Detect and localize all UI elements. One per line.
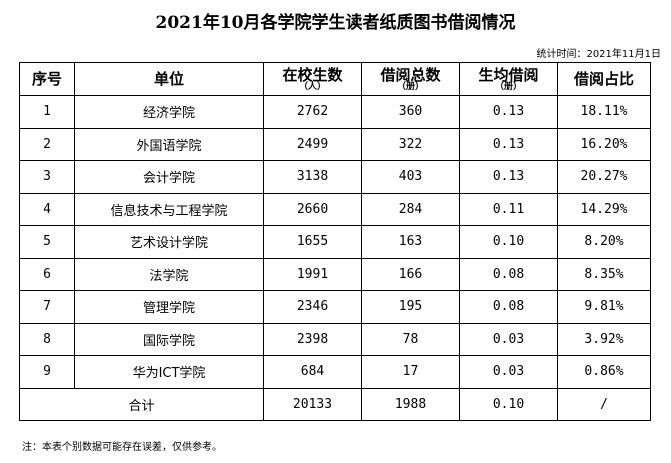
stat-time: 统计时间：2021年11月1日 [536, 49, 661, 60]
header-cell: 在校生数 （人） [263, 62, 362, 96]
table-row: 8 国际学院 2398 78 0.03 3.92% [19, 322, 651, 356]
row-share: 16.20% [557, 127, 651, 161]
row-unit: 信息技术与工程学院 [74, 192, 264, 226]
row-share: 18.11% [557, 95, 651, 129]
row-index: 1 [19, 95, 75, 129]
header-borrowed: 借阅总数 [380, 65, 441, 84]
row-index: 2 [19, 127, 75, 161]
row-per-capita: 0.13 [459, 95, 558, 129]
row-students: 2660 [263, 192, 362, 226]
row-per-capita: 0.03 [459, 322, 558, 356]
table-row: 5 艺术设计学院 1655 163 0.10 8.20% [19, 225, 651, 259]
row-share: 0.86% [557, 355, 651, 389]
header-students-unit: （人） [298, 81, 326, 92]
header-unit: 单位 [153, 70, 184, 88]
header-cell: 序号 [19, 62, 75, 96]
table-row: 9 华为ICT学院 684 17 0.03 0.86% [19, 355, 651, 389]
row-index: 5 [19, 225, 75, 259]
row-students: 2346 [263, 290, 362, 324]
row-per-capita: 0.10 [459, 225, 558, 259]
row-share: 9.81% [557, 290, 651, 324]
row-students: 2398 [263, 322, 362, 356]
table-header-row: 序号 单位 在校生数 （人） 借阅总数 （册） 生均借阅 （册） 借阅占比 [19, 62, 651, 96]
row-students: 3138 [263, 160, 362, 194]
row-unit: 华为ICT学院 [74, 355, 264, 389]
row-borrowed: 360 [361, 95, 460, 129]
row-share: 3.92% [557, 322, 651, 356]
total-per-capita: 0.10 [459, 387, 558, 421]
row-students: 684 [263, 355, 362, 389]
row-share: 8.35% [557, 257, 651, 291]
header-cell: 生均借阅 （册） [459, 62, 558, 96]
table-row: 3 会计学院 3138 403 0.13 20.27% [19, 160, 651, 194]
row-per-capita: 0.08 [459, 290, 558, 324]
row-borrowed: 284 [361, 192, 460, 226]
row-index: 8 [19, 322, 75, 356]
row-borrowed: 17 [361, 355, 460, 389]
total-students: 20133 [263, 387, 362, 421]
row-unit: 国际学院 [74, 322, 264, 356]
total-borrowed: 1988 [361, 387, 460, 421]
row-borrowed: 166 [361, 257, 460, 291]
row-index: 4 [19, 192, 75, 226]
header-students: 在校生数 [282, 65, 343, 84]
row-students: 1655 [263, 225, 362, 259]
row-per-capita: 0.11 [459, 192, 558, 226]
table-row: 6 法学院 1991 166 0.08 8.35% [19, 257, 651, 291]
row-unit: 经济学院 [74, 95, 264, 129]
row-per-capita: 0.03 [459, 355, 558, 389]
table-row: 4 信息技术与工程学院 2660 284 0.11 14.29% [19, 192, 651, 226]
row-index: 7 [19, 290, 75, 324]
row-share: 8.20% [557, 225, 651, 259]
row-index: 3 [19, 160, 75, 194]
page-title: 2021年10月各学院学生读者纸质图书借阅情况 [155, 13, 516, 33]
row-per-capita: 0.08 [459, 257, 558, 291]
row-borrowed: 195 [361, 290, 460, 324]
total-share: / [557, 387, 651, 421]
row-per-capita: 0.13 [459, 160, 558, 194]
header-borrowed-unit: （册） [396, 81, 424, 92]
row-borrowed: 403 [361, 160, 460, 194]
table-row: 1 经济学院 2762 360 0.13 18.11% [19, 95, 651, 129]
row-students: 2762 [263, 95, 362, 129]
row-index: 6 [19, 257, 75, 291]
row-unit: 法学院 [74, 257, 264, 291]
header-index: 序号 [31, 70, 62, 88]
row-per-capita: 0.13 [459, 127, 558, 161]
header-cell: 单位 [74, 62, 264, 96]
row-unit: 管理学院 [74, 290, 264, 324]
total-label: 合计 [19, 387, 264, 421]
row-unit: 艺术设计学院 [74, 225, 264, 259]
row-students: 1991 [263, 257, 362, 291]
row-borrowed: 163 [361, 225, 460, 259]
header-cell: 借阅占比 [557, 62, 651, 96]
table-row: 7 管理学院 2346 195 0.08 9.81% [19, 290, 651, 324]
table-total-row: 合计 20133 1988 0.10 / [19, 387, 651, 421]
row-students: 2499 [263, 127, 362, 161]
row-unit: 外国语学院 [74, 127, 264, 161]
header-per-capita-unit: （册） [494, 81, 522, 92]
row-borrowed: 78 [361, 322, 460, 356]
header-share: 借阅占比 [573, 70, 634, 88]
row-index: 9 [19, 355, 75, 389]
table-row: 2 外国语学院 2499 322 0.13 16.20% [19, 127, 651, 161]
header-cell: 借阅总数 （册） [361, 62, 460, 96]
row-unit: 会计学院 [74, 160, 264, 194]
row-share: 20.27% [557, 160, 651, 194]
header-per-capita: 生均借阅 [478, 65, 539, 84]
footnote: 注：本表个别数据可能存在误差，仅供参考。 [22, 442, 222, 453]
row-share: 14.29% [557, 192, 651, 226]
borrowing-table: 序号 单位 在校生数 （人） 借阅总数 （册） 生均借阅 （册） 借阅占比 1 经济学院… [19, 62, 651, 421]
row-borrowed: 322 [361, 127, 460, 161]
